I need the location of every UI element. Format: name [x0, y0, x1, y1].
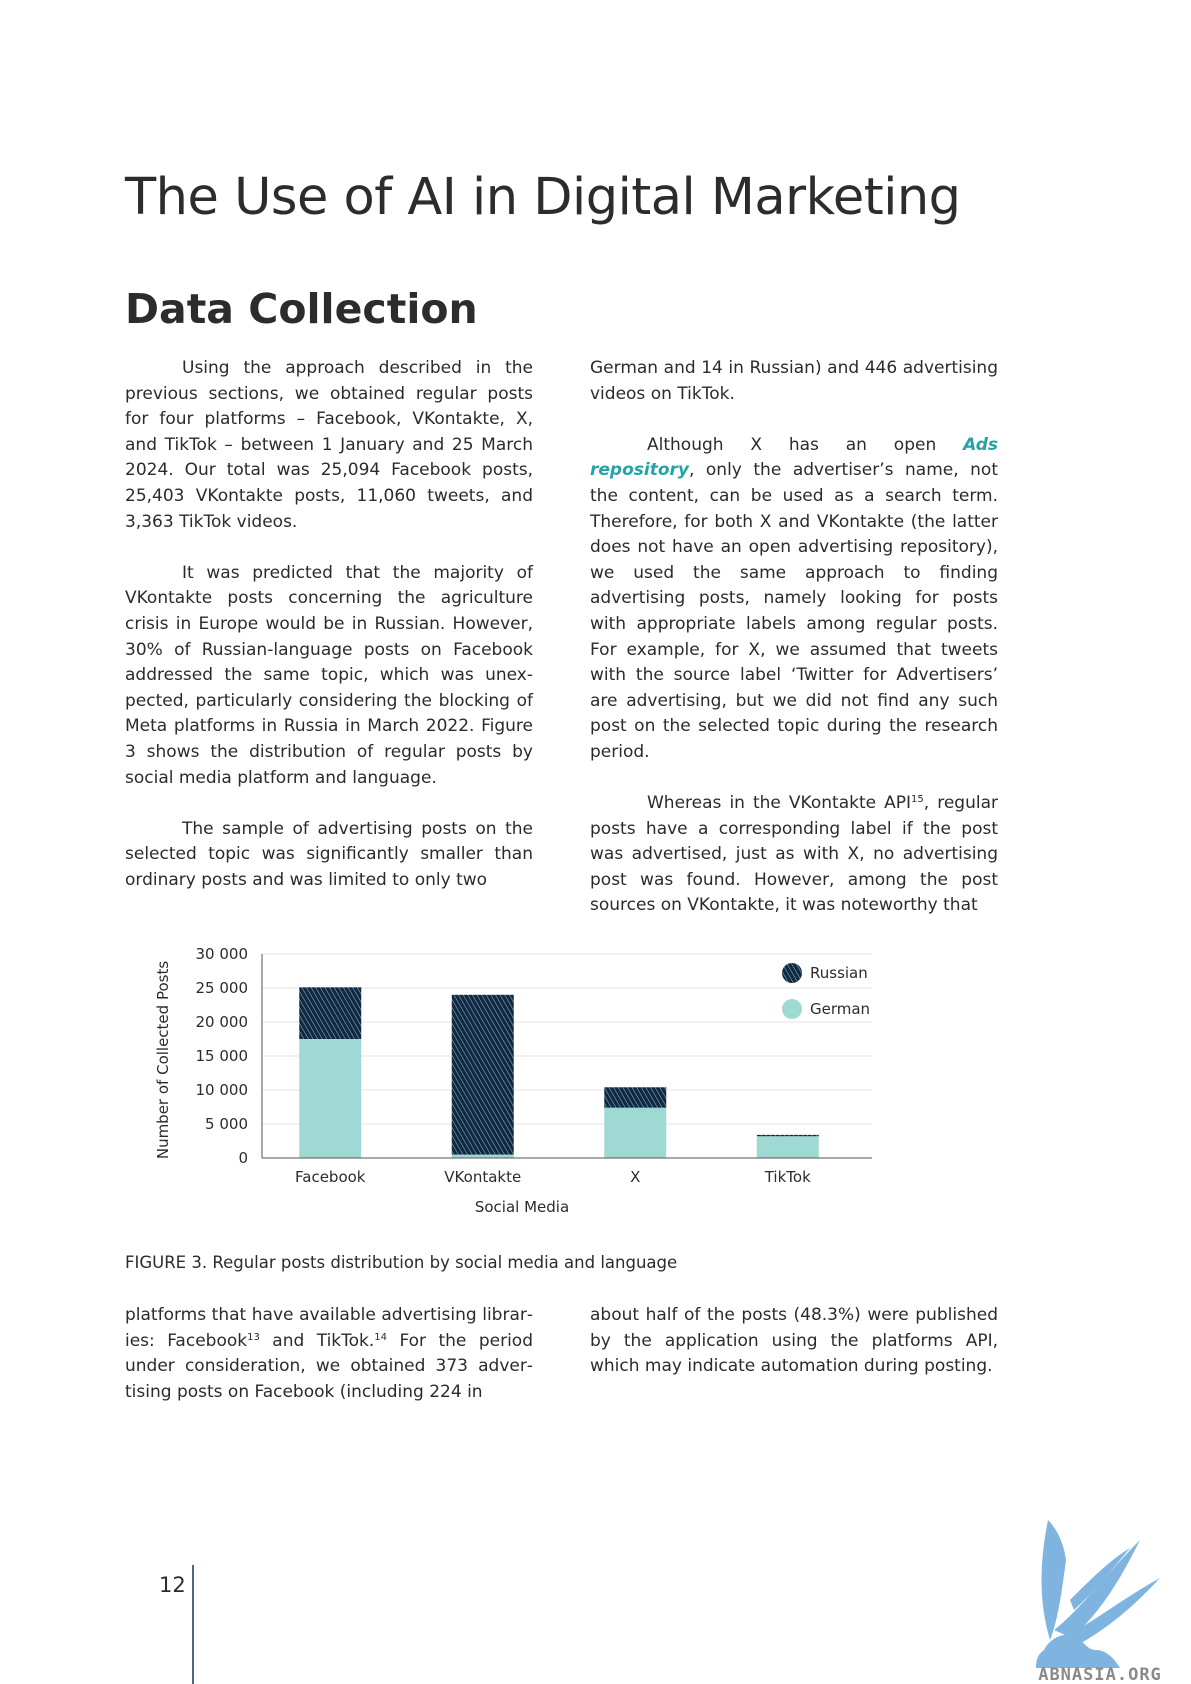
bar-russian-vkontakte	[451, 994, 514, 1155]
y-tick-label: 30 000	[196, 945, 249, 963]
bar-russian-x	[604, 1087, 667, 1108]
y-tick-label: 25 000	[196, 979, 249, 997]
x-tick-label: TikTok	[764, 1168, 811, 1186]
legend-label: Russian	[810, 964, 868, 982]
bar-russian-tiktok	[756, 1134, 819, 1137]
footnote-ref[interactable]: 13	[247, 1331, 260, 1343]
legend-label: German	[810, 1000, 870, 1018]
y-tick-label: 10 000	[196, 1081, 249, 1099]
bar-german-vkontakte	[451, 1154, 514, 1158]
y-axis-title: Number of Collected Posts	[154, 961, 172, 1159]
paragraph: Although X has an open Ads repository, o…	[590, 434, 998, 762]
paragraph: Whereas in the VKontakte API15, regular …	[590, 793, 998, 916]
section-heading: Data Collection	[125, 285, 478, 333]
legend-swatch-german	[782, 999, 802, 1019]
x-tick-label: Facebook	[295, 1168, 366, 1186]
figure-caption: FIGURE 3. Regular posts distribution by …	[125, 1253, 678, 1272]
x-tick-label: VKontakte	[444, 1168, 521, 1186]
y-tick-label: 0	[238, 1149, 248, 1167]
abnasia-logo: ABNASIA.ORG	[1036, 1520, 1162, 1684]
footnote-ref[interactable]: 14	[374, 1331, 388, 1343]
y-tick-label: 20 000	[196, 1013, 249, 1031]
body-column-right-top: German and 14 in Russian) and 446 advert…	[590, 356, 998, 919]
y-tick-label: 15 000	[196, 1047, 249, 1065]
paragraph: Using the approach described in the prev…	[125, 358, 533, 532]
paragraph: about half of the posts (48.3%) were pub…	[590, 1305, 998, 1377]
paragraph: German and 14 in Russian) and 446 advert…	[590, 358, 998, 404]
legend-swatch-russian	[782, 963, 802, 983]
body-column-right-bottom: about half of the posts (48.3%) were pub…	[590, 1303, 998, 1380]
paragraph: The sample of advertising posts on the s…	[125, 818, 533, 890]
ads-repository-link[interactable]: Ads repository	[590, 434, 998, 481]
x-tick-label: X	[630, 1168, 640, 1186]
bar-russian-facebook	[299, 987, 362, 1039]
page-number: 12	[159, 1573, 186, 1597]
bar-german-x	[604, 1107, 667, 1158]
y-tick-label: 5 000	[205, 1115, 248, 1133]
body-column-left-bottom: platforms that have available advertisin…	[125, 1303, 533, 1405]
body-column-left-top: Using the approach described in the prev…	[125, 356, 533, 893]
svg-text:ABNASIA.ORG: ABNASIA.ORG	[1038, 1665, 1162, 1684]
x-axis-title: Social Media	[475, 1198, 569, 1216]
bar-german-facebook	[299, 1039, 362, 1158]
page-title: The Use of AI in Digital Marketing	[125, 168, 961, 227]
footnote-ref[interactable]: 15	[911, 794, 924, 806]
bar-chart: Number of Collected Posts 0 5 000 10 000 15…	[154, 945, 872, 1216]
page-rule	[192, 1565, 194, 1684]
bar-german-tiktok	[756, 1136, 819, 1158]
paragraph: It was predicted that the majority of VK…	[125, 562, 533, 788]
paragraph: platforms that have available advertisin…	[125, 1305, 533, 1402]
